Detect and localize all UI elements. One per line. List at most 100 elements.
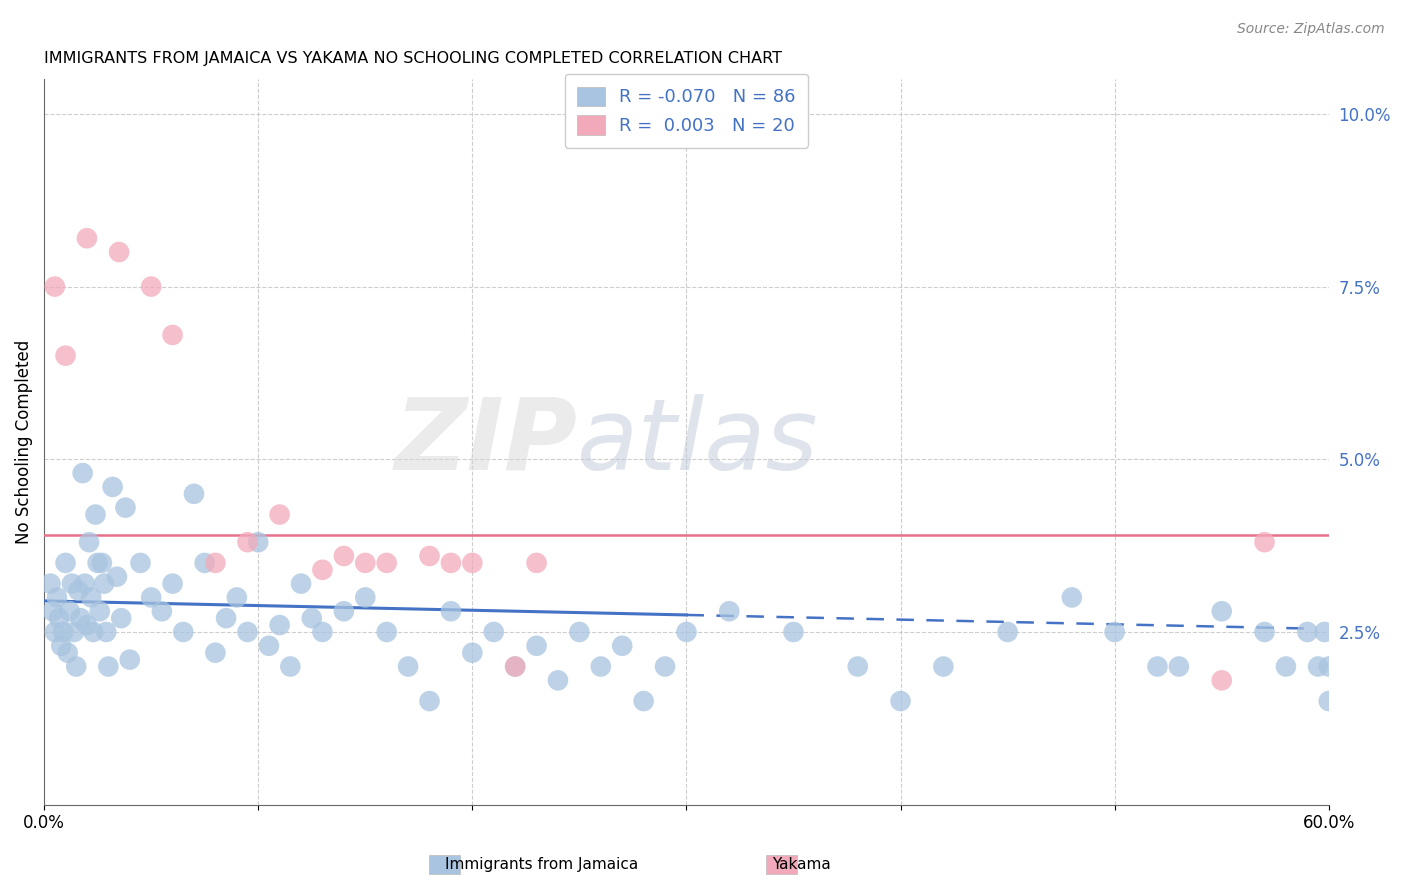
Point	[301, 611, 323, 625]
Point	[162, 576, 184, 591]
Point	[59, 604, 82, 618]
Point	[311, 624, 333, 639]
Point	[55, 556, 77, 570]
Point	[56, 646, 79, 660]
Point	[1060, 591, 1083, 605]
Point	[890, 694, 912, 708]
Point	[1253, 535, 1275, 549]
Point	[1275, 659, 1298, 673]
Point	[110, 611, 132, 625]
Text: Source: ZipAtlas.com: Source: ZipAtlas.com	[1237, 22, 1385, 37]
Point	[1253, 624, 1275, 639]
Point	[236, 535, 259, 549]
Point	[76, 231, 98, 245]
Point	[84, 508, 107, 522]
Point	[782, 624, 804, 639]
Point	[503, 659, 526, 673]
Point	[333, 604, 356, 618]
Point	[846, 659, 869, 673]
Point	[48, 611, 70, 625]
Y-axis label: No Schooling Completed: No Schooling Completed	[15, 340, 32, 544]
Point	[1146, 659, 1168, 673]
Point	[46, 591, 69, 605]
Point	[63, 624, 86, 639]
Point	[86, 556, 108, 570]
Point	[482, 624, 505, 639]
Text: ZIP: ZIP	[394, 393, 578, 491]
Point	[129, 556, 152, 570]
Point	[65, 659, 87, 673]
Point	[236, 624, 259, 639]
Point	[269, 508, 291, 522]
Point	[503, 659, 526, 673]
Point	[1211, 673, 1233, 688]
Point	[77, 535, 100, 549]
Point	[1167, 659, 1189, 673]
Point	[418, 694, 440, 708]
Point	[418, 549, 440, 563]
Text: atlas: atlas	[578, 393, 818, 491]
Point	[311, 563, 333, 577]
Point	[526, 639, 548, 653]
Point	[1317, 659, 1340, 673]
Point	[354, 556, 377, 570]
Point	[89, 604, 111, 618]
Point	[51, 639, 73, 653]
Point	[76, 618, 98, 632]
Text: IMMIGRANTS FROM JAMAICA VS YAKAMA NO SCHOOLING COMPLETED CORRELATION CHART: IMMIGRANTS FROM JAMAICA VS YAKAMA NO SCH…	[44, 51, 782, 66]
Point	[101, 480, 124, 494]
Point	[461, 646, 484, 660]
Point	[108, 245, 131, 260]
Point	[97, 659, 120, 673]
Point	[96, 624, 118, 639]
Point	[215, 611, 238, 625]
Point	[440, 604, 463, 618]
Point	[718, 604, 741, 618]
Point	[150, 604, 173, 618]
Point	[333, 549, 356, 563]
Point	[69, 611, 91, 625]
Point	[39, 576, 62, 591]
Point	[141, 279, 163, 293]
Point	[82, 624, 104, 639]
Point	[1211, 604, 1233, 618]
Point	[183, 487, 205, 501]
Point	[72, 466, 94, 480]
Point	[114, 500, 136, 515]
Point	[1296, 624, 1319, 639]
Point	[589, 659, 612, 673]
Point	[1313, 624, 1336, 639]
Point	[440, 556, 463, 570]
Point	[204, 556, 226, 570]
Point	[526, 556, 548, 570]
Point	[257, 639, 280, 653]
Point	[105, 570, 128, 584]
Point	[73, 576, 96, 591]
Point	[290, 576, 312, 591]
Point	[141, 591, 163, 605]
Point	[90, 556, 112, 570]
Point	[247, 535, 270, 549]
Point	[568, 624, 591, 639]
Point	[194, 556, 217, 570]
Point	[225, 591, 247, 605]
Point	[1104, 624, 1126, 639]
Point	[93, 576, 115, 591]
Point	[547, 673, 569, 688]
Point	[375, 556, 398, 570]
Point	[612, 639, 634, 653]
Text: Immigrants from Jamaica: Immigrants from Jamaica	[444, 857, 638, 872]
Point	[172, 624, 194, 639]
Point	[675, 624, 697, 639]
Point	[41, 604, 63, 618]
Point	[67, 583, 90, 598]
Point	[1317, 694, 1340, 708]
Point	[162, 327, 184, 342]
Point	[932, 659, 955, 673]
Point	[461, 556, 484, 570]
Point	[375, 624, 398, 639]
Text: Yakama: Yakama	[772, 857, 831, 872]
Point	[80, 591, 103, 605]
Point	[1306, 659, 1329, 673]
Point	[204, 646, 226, 660]
